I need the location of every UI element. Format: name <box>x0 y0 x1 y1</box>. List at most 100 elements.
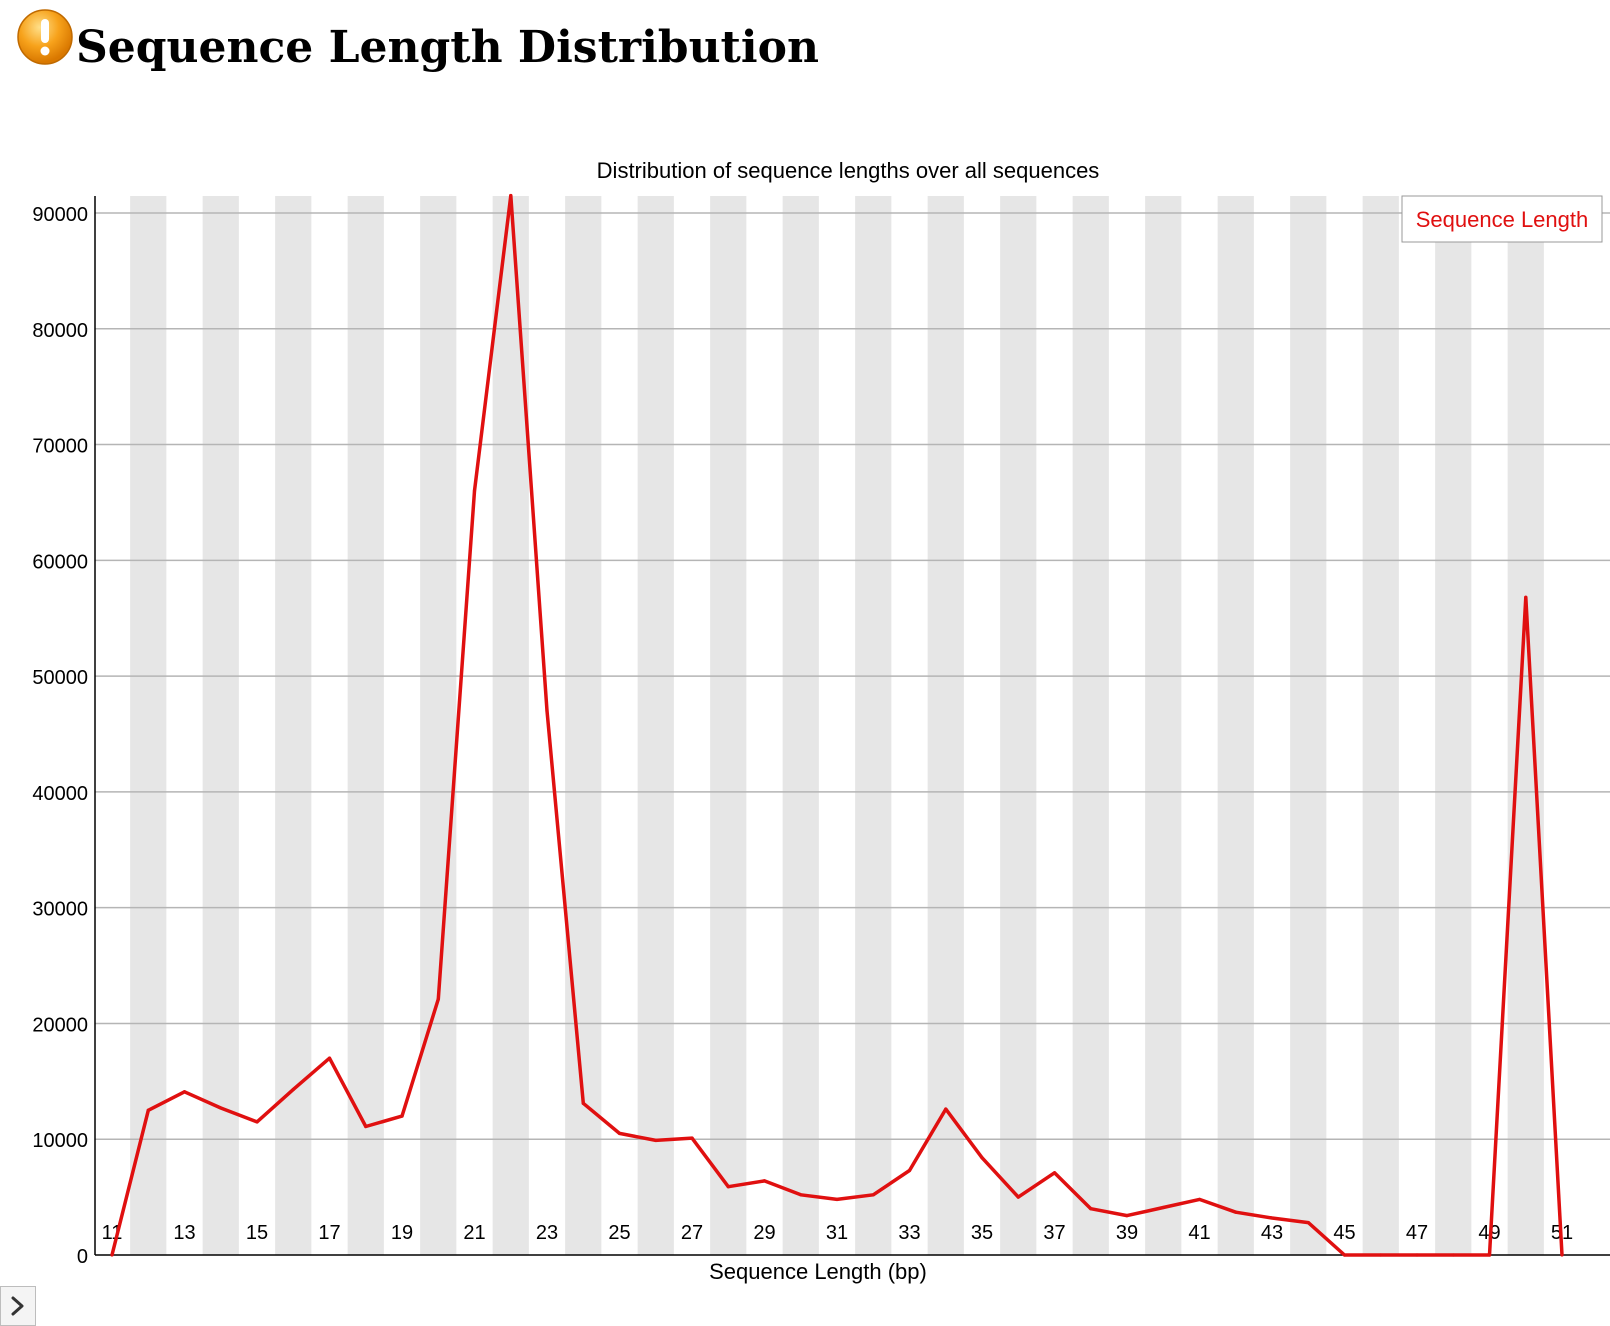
data-point <box>654 1138 658 1142</box>
data-point <box>581 1101 585 1105</box>
chart-container: 0 10000 20000 30000 40000 50000 60000 70000 8000… <box>0 150 1610 1295</box>
x-tick-label: 43 <box>1261 1222 1283 1244</box>
y-tick-label: 70000 <box>32 436 88 458</box>
data-point <box>907 1168 912 1173</box>
x-tick-label: 35 <box>971 1222 993 1244</box>
data-point <box>291 1087 295 1092</box>
data-point <box>835 1197 839 1202</box>
column-band <box>855 196 892 1255</box>
y-tick-label: 10000 <box>32 1130 88 1152</box>
legend-box <box>1401 195 1603 243</box>
chart-title: Distribution of sequence lengths over al… <box>597 158 1100 183</box>
column-band <box>1290 196 1327 1255</box>
y-tick-labels: 0 10000 20000 30000 40000 50000 60000 70000 8000… <box>32 204 88 1268</box>
x-tick-label: 25 <box>608 1222 630 1244</box>
data-point <box>1052 1171 1057 1175</box>
x-tick-label: 19 <box>391 1222 413 1244</box>
data-point <box>1161 1205 1165 1210</box>
collapse-toggle-button[interactable] <box>0 1286 36 1326</box>
data-point <box>1379 1253 1383 1257</box>
y-tick-label: 40000 <box>32 783 88 805</box>
data-point <box>1487 1253 1492 1257</box>
column-band <box>565 196 602 1255</box>
data-point <box>1270 1216 1274 1220</box>
data-point <box>871 1193 875 1197</box>
data-point <box>1125 1214 1129 1218</box>
column-band <box>927 196 964 1255</box>
column-band <box>1217 196 1254 1255</box>
data-point <box>327 1056 332 1060</box>
data-point <box>364 1124 368 1129</box>
column-band <box>1435 196 1472 1255</box>
x-tick-label: 27 <box>681 1222 703 1244</box>
data-point <box>1089 1207 1093 1211</box>
x-tick-label: 23 <box>536 1222 558 1244</box>
data-point <box>944 1107 948 1111</box>
x-tick-label: 33 <box>898 1222 920 1244</box>
data-point <box>1234 1210 1238 1214</box>
column-band <box>1507 196 1544 1255</box>
data-point <box>762 1179 767 1183</box>
series-layer <box>110 193 1564 1257</box>
page-title: Sequence Length Distribution <box>76 22 819 73</box>
data-point <box>799 1193 803 1197</box>
x-tick-label: 13 <box>173 1222 195 1244</box>
y-tick-label: 50000 <box>32 667 88 689</box>
column-band <box>782 196 819 1255</box>
data-point <box>545 709 549 713</box>
column-band <box>1145 196 1182 1255</box>
x-axis-label: Sequence Length (bp) <box>709 1259 927 1284</box>
data-point <box>1016 1195 1020 1199</box>
data-point <box>509 194 513 198</box>
data-point <box>110 1253 114 1257</box>
data-point <box>1524 595 1528 599</box>
header: Sequence Length Distribution <box>16 8 819 70</box>
x-tick-label: 45 <box>1333 1222 1355 1244</box>
data-point <box>1560 1253 1564 1257</box>
column-band <box>710 196 747 1255</box>
x-tick-label: 31 <box>826 1222 848 1244</box>
legend-label: Sequence Length <box>1416 207 1589 232</box>
column-band <box>1072 196 1109 1255</box>
y-tick-label: 80000 <box>32 320 88 342</box>
data-point <box>255 1120 259 1124</box>
x-tick-label: 37 <box>1043 1222 1065 1244</box>
x-tick-label: 47 <box>1406 1222 1428 1244</box>
column-band <box>202 196 239 1255</box>
y-tick-label: 90000 <box>32 204 88 226</box>
column-band <box>1000 196 1037 1255</box>
data-point <box>1342 1253 1347 1257</box>
data-point <box>617 1131 622 1136</box>
data-point <box>1415 1253 1419 1257</box>
y-tick-label: 60000 <box>32 551 88 573</box>
sequence-length-chart: 0 10000 20000 30000 40000 50000 60000 70000 8000… <box>32 158 1610 1284</box>
column-band <box>347 196 384 1255</box>
legend: Sequence Length <box>1401 195 1603 243</box>
column-shading <box>130 196 1544 1255</box>
column-band <box>1362 196 1399 1255</box>
y-tick-label: 0 <box>77 1246 88 1268</box>
data-point <box>219 1106 223 1110</box>
warning-icon <box>17 9 73 65</box>
x-tick-label: 41 <box>1188 1222 1210 1244</box>
series-line <box>110 193 1564 1257</box>
data-point <box>436 997 440 1001</box>
x-tick-label: 21 <box>463 1222 485 1244</box>
data-point <box>726 1185 730 1189</box>
data-point <box>980 1156 984 1160</box>
x-tick-label: 39 <box>1116 1222 1138 1244</box>
chevron-right-icon <box>11 1296 24 1316</box>
x-tick-label: 17 <box>318 1222 340 1244</box>
x-tick-label: 15 <box>246 1222 268 1244</box>
data-point <box>472 489 477 493</box>
data-point <box>1451 1253 1455 1257</box>
column-band <box>420 196 457 1255</box>
data-point <box>146 1108 150 1112</box>
x-tick-labels: 11 13 15 17 19 21 23 25 27 29 31 33 35 37 39 41 43 45 47 49… <box>102 1222 1574 1244</box>
data-point <box>1306 1220 1310 1225</box>
column-band <box>637 196 674 1255</box>
column-band <box>275 196 312 1255</box>
x-tick-label: 29 <box>753 1222 775 1244</box>
data-point <box>400 1114 404 1118</box>
gridlines <box>95 212 1610 1140</box>
